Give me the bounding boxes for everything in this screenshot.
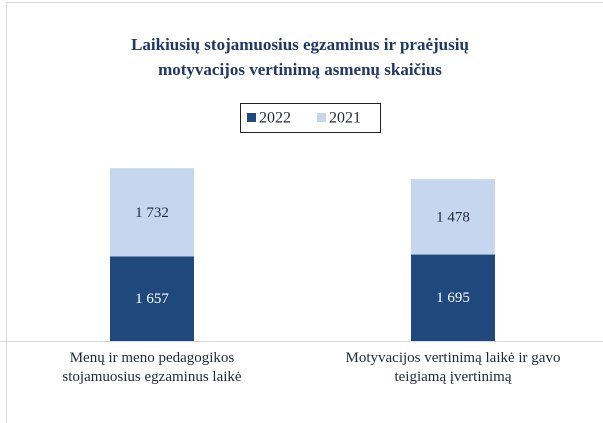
x-tick-label: Menų ir meno pedagogikos stojamuosius eg… — [62, 350, 242, 385]
x-tick-label: Motyvacijos vertinimą laikė ir gavo teig… — [345, 350, 561, 385]
legend-swatch — [317, 113, 326, 122]
value-label: 1 478 — [436, 209, 470, 225]
chart-title: Laikiusių stojamuosius egzaminus ir praė… — [131, 35, 469, 79]
chart-frame — [6, 2, 603, 423]
bar-segment — [110, 256, 194, 341]
bar-segment — [110, 168, 194, 257]
legend-swatch — [247, 113, 256, 122]
legend-box — [240, 103, 381, 133]
value-label: 1 657 — [135, 291, 169, 307]
legend-label: 2021 — [329, 110, 361, 127]
legend-label: 2022 — [259, 110, 291, 127]
value-label: 1 695 — [436, 290, 470, 306]
value-label: 1 732 — [135, 205, 169, 221]
bar-segment — [411, 254, 495, 341]
bar-segment — [411, 179, 495, 255]
